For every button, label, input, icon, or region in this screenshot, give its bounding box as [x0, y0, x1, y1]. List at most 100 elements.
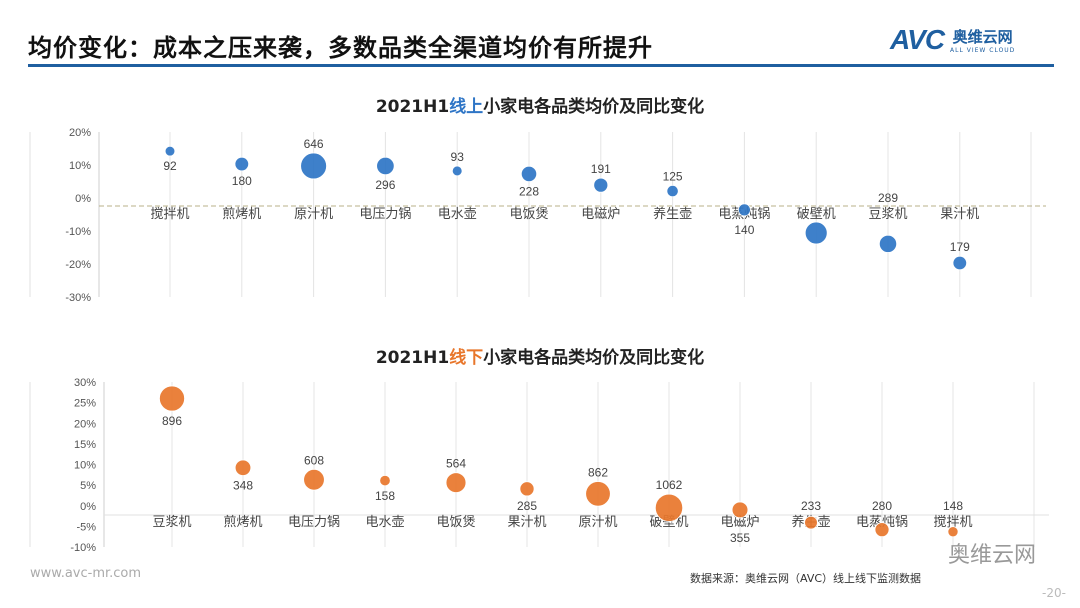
data-label: 228: [519, 185, 539, 199]
data-label: 233: [801, 499, 821, 513]
wechat-watermark: 奥维云网: [948, 543, 1037, 568]
bubble-养生壶: [666, 184, 679, 198]
data-label: 140: [734, 223, 754, 237]
data-label: 355: [730, 531, 750, 545]
title-prefix: 2021H1: [375, 97, 450, 117]
bubble-养生壶: [804, 515, 818, 530]
y-tick-label: -10%: [70, 542, 96, 554]
page-number: -20-: [1042, 586, 1066, 600]
category-label: 破壁机: [649, 515, 688, 530]
bubble-豆浆机: [159, 385, 185, 412]
category-label: 破壁机: [797, 207, 836, 222]
category-label: 果汁机: [507, 515, 546, 530]
category-label: 养生壶: [653, 206, 692, 222]
y-tick-label: 20%: [69, 127, 91, 139]
category-label: 电水壶: [438, 207, 477, 222]
y-tick-label: -10%: [65, 226, 91, 238]
title-highlight: 线上: [449, 97, 484, 117]
data-label: 862: [588, 465, 608, 479]
data-label: 180: [232, 174, 252, 188]
category-label: 电压力锅: [288, 514, 340, 530]
bubble-电蒸炖锅: [737, 203, 751, 217]
y-tick-label: -30%: [65, 292, 91, 304]
bubble-电饭煲: [445, 472, 467, 494]
data-label: 896: [162, 414, 182, 428]
data-label: 646: [304, 137, 324, 151]
y-tick-label: 25%: [74, 398, 96, 410]
data-label: 564: [446, 457, 466, 471]
bubble-电饭煲: [520, 165, 538, 183]
logo-cn: 奥维云网: [952, 28, 1013, 46]
data-label: 158: [375, 489, 395, 503]
logo-text: 奥维云网 ALL VIEW CLOUD: [950, 26, 1015, 54]
online-chart-title: 2021H1线上小家电各品类均价及同比变化: [0, 92, 1080, 117]
title-suffix: 小家电各品类均价及同比变化: [483, 348, 705, 368]
bubble-搅拌机: [947, 526, 959, 538]
category-label: 果汁机: [940, 207, 979, 222]
bubble-电水壶: [451, 165, 463, 177]
avc-logo: AVC 奥维云网 ALL VIEW CLOUD: [890, 24, 1015, 56]
category-label: 电饭煲: [436, 514, 475, 530]
bubble-电压力锅: [376, 156, 395, 176]
data-label: 179: [950, 240, 970, 254]
category-label: 原汁机: [578, 515, 617, 530]
bubble-搅拌机: [164, 145, 176, 157]
data-label: 125: [663, 169, 683, 183]
data-source: 数据来源：奥维云网（AVC）线上线下监测数据: [690, 572, 922, 585]
data-label: 148: [943, 499, 963, 513]
y-tick-label: -20%: [65, 259, 91, 271]
title-suffix: 小家电各品类均价及同比变化: [483, 97, 705, 117]
footer-url: www.avc-mr.com: [30, 566, 142, 581]
bubble-电磁炉: [593, 177, 609, 193]
bubble-破壁机: [654, 493, 684, 522]
logo-mark: AVC: [890, 24, 945, 55]
y-tick-label: 20%: [74, 418, 96, 430]
y-tick-label: 0%: [75, 193, 91, 205]
bubble-电蒸炖锅: [874, 522, 890, 538]
category-label: 搅拌机: [150, 206, 189, 222]
y-tick-label: 15%: [74, 439, 96, 451]
category-label: 搅拌机: [933, 514, 972, 530]
data-label: 608: [304, 453, 324, 467]
data-label: 92: [163, 159, 177, 173]
data-label: 1062: [656, 478, 683, 492]
category-label: 电磁炉: [581, 207, 620, 222]
category-label: 电水壶: [365, 515, 404, 530]
bubble-煎烤机: [234, 156, 250, 172]
data-label: 191: [591, 162, 611, 176]
category-label: 煎烤机: [222, 206, 261, 222]
category-label: 电磁炉: [720, 515, 759, 530]
category-label: 电压力锅: [359, 206, 411, 222]
y-tick-label: 10%: [74, 460, 96, 472]
data-label: 296: [375, 178, 395, 192]
data-label: 348: [233, 479, 253, 493]
y-tick-label: -5%: [76, 521, 96, 533]
y-tick-label: 0%: [80, 501, 96, 513]
bubble-电水壶: [379, 474, 391, 487]
title-highlight: 线下: [449, 348, 484, 368]
category-label: 豆浆机: [868, 207, 907, 222]
y-tick-label: 10%: [69, 160, 91, 172]
bubble-电磁炉: [731, 501, 749, 519]
logo-en: ALL VIEW CLOUD: [950, 47, 1016, 54]
y-tick-label: 5%: [80, 480, 96, 492]
data-label: 285: [517, 499, 537, 513]
category-label: 电蒸炖锅: [856, 514, 908, 530]
category-label: 原汁机: [294, 207, 333, 222]
title-prefix: 2021H1: [375, 348, 450, 368]
bubble-果汁机: [952, 255, 968, 271]
bubble-果汁机: [519, 481, 535, 497]
offline-chart-title: 2021H1线下小家电各品类均价及同比变化: [0, 343, 1080, 368]
header-divider: [28, 64, 1054, 67]
bubble-原汁机: [585, 481, 611, 507]
bubble-破壁机: [804, 221, 828, 245]
bubble-电压力锅: [303, 469, 325, 491]
data-label: 280: [872, 499, 892, 513]
page-title: 均价变化：成本之压来袭，多数品类全渠道均价有所提升: [28, 34, 653, 62]
category-label: 煎烤机: [223, 514, 262, 530]
bubble-豆浆机: [878, 234, 898, 253]
category-label: 电饭煲: [509, 206, 548, 222]
data-label: 289: [878, 191, 898, 205]
